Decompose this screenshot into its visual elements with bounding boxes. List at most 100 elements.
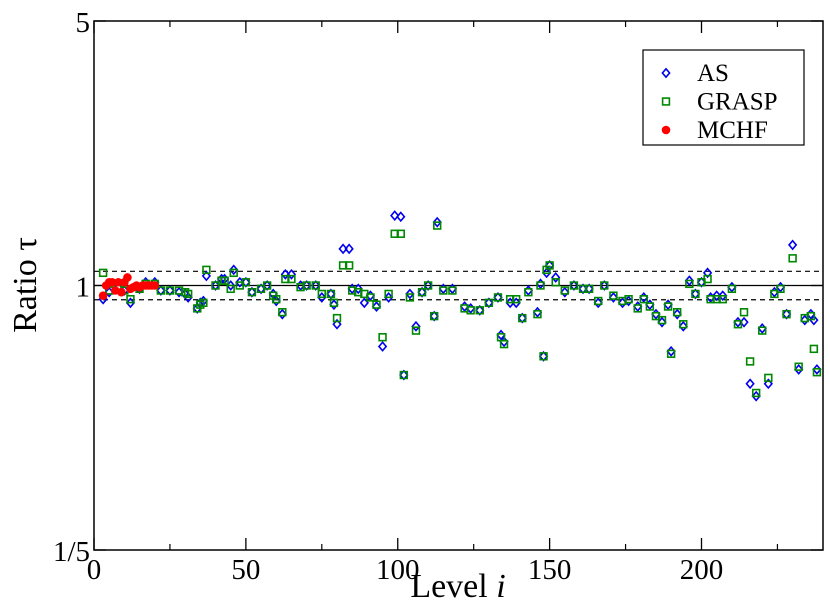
series-mchf: [98, 273, 160, 300]
data-point-as: [280, 268, 291, 280]
data-point-grasp: [788, 254, 797, 263]
data-point-as: [718, 290, 728, 302]
data-point-as: [633, 301, 643, 312]
data-point-as: [593, 297, 603, 309]
legend-marker-grasp: [661, 97, 671, 106]
data-point-grasp: [98, 268, 108, 278]
data-point-grasp: [739, 308, 749, 317]
data-point-as: [411, 320, 421, 332]
data-point-grasp: [560, 286, 570, 295]
data-point-grasp: [770, 289, 779, 299]
data-point-grasp: [183, 289, 193, 299]
data-point-as: [429, 310, 439, 322]
data-point-as: [201, 270, 212, 282]
data-point-grasp: [433, 221, 442, 230]
x-tick-label: 100: [376, 554, 420, 586]
data-point-as: [745, 378, 755, 390]
data-point-grasp: [423, 281, 433, 290]
data-point-as: [657, 316, 667, 328]
data-point-as: [241, 276, 251, 288]
data-point-grasp: [326, 289, 336, 299]
data-point-grasp: [600, 281, 609, 290]
data-point-grasp: [272, 295, 281, 304]
data-point-grasp: [247, 288, 257, 297]
data-point-grasp: [584, 284, 594, 294]
data-point-mchf: [123, 273, 132, 282]
data-point-as: [541, 267, 552, 279]
data-point-grasp: [202, 265, 211, 275]
data-point-grasp: [539, 352, 548, 361]
data-point-grasp: [764, 373, 773, 383]
data-point-grasp: [751, 388, 761, 398]
data-point-mchf: [107, 277, 117, 287]
data-point-as: [247, 286, 257, 298]
data-point-grasp: [220, 276, 229, 285]
axis-tick-labels: 0 50 100 150 200 1/5 1 5: [53, 7, 723, 586]
axis-ticks: [93, 20, 823, 551]
x-tick-label: 200: [680, 554, 724, 586]
data-point-as: [423, 280, 433, 291]
data-point-as: [663, 299, 673, 311]
data-point-grasp: [718, 295, 727, 304]
data-point-grasp: [278, 308, 287, 317]
data-point-as: [532, 306, 543, 318]
data-point-grasp: [332, 313, 342, 323]
y-tick-label: 5: [76, 7, 91, 39]
data-point-mchf: [114, 277, 123, 287]
series-as: [98, 210, 822, 402]
data-point-grasp: [384, 289, 393, 299]
data-point-grasp: [241, 278, 251, 287]
data-point-as: [560, 286, 570, 298]
data-point-as: [317, 291, 327, 303]
data-point-grasp: [809, 344, 819, 354]
data-point-grasp: [691, 289, 700, 299]
y-tick-label: 1: [76, 272, 91, 304]
data-point-as: [156, 285, 166, 296]
data-point-as: [551, 272, 561, 283]
data-point-grasp: [126, 295, 135, 304]
data-point-as: [678, 320, 688, 332]
data-point-grasp: [624, 295, 633, 304]
data-point-as: [277, 308, 287, 320]
data-point-grasp: [366, 293, 375, 302]
data-point-grasp: [165, 286, 175, 295]
data-point-grasp: [396, 229, 405, 238]
data-point-grasp: [499, 339, 509, 349]
data-point-as: [712, 290, 722, 302]
data-point-as: [569, 280, 579, 291]
data-point-grasp: [727, 284, 737, 294]
data-point-grasp: [703, 274, 712, 284]
data-point-grasp: [302, 281, 311, 290]
data-point-grasp: [411, 326, 421, 335]
data-point-as: [165, 285, 175, 296]
data-point-grasp: [429, 311, 439, 321]
data-point-as: [751, 390, 761, 402]
x-tick-label: 0: [87, 554, 102, 586]
data-point-as: [332, 318, 342, 330]
data-point-as: [417, 286, 427, 298]
legend-marker-as: [661, 67, 671, 79]
data-point-as: [286, 268, 297, 280]
data-point-grasp: [512, 295, 521, 304]
x-axis-title-var: i: [496, 568, 505, 603]
data-point-grasp: [329, 298, 339, 308]
data-point-as: [344, 243, 354, 255]
data-point-mchf: [98, 291, 108, 300]
data-point-grasp: [317, 289, 327, 299]
data-point-grasp: [524, 288, 533, 297]
data-point-as: [396, 211, 406, 223]
data-point-as: [371, 301, 382, 312]
data-point-grasp: [639, 295, 648, 304]
data-point-as: [523, 285, 534, 296]
data-point-grasp: [685, 279, 694, 289]
data-point-as: [262, 280, 272, 291]
x-tick-label: 50: [231, 554, 260, 586]
series-grasp: [98, 221, 822, 398]
data-point-mchf: [150, 281, 160, 290]
data-point-grasp: [733, 320, 743, 329]
data-point-grasp: [287, 274, 296, 284]
data-point-grasp: [344, 261, 354, 270]
